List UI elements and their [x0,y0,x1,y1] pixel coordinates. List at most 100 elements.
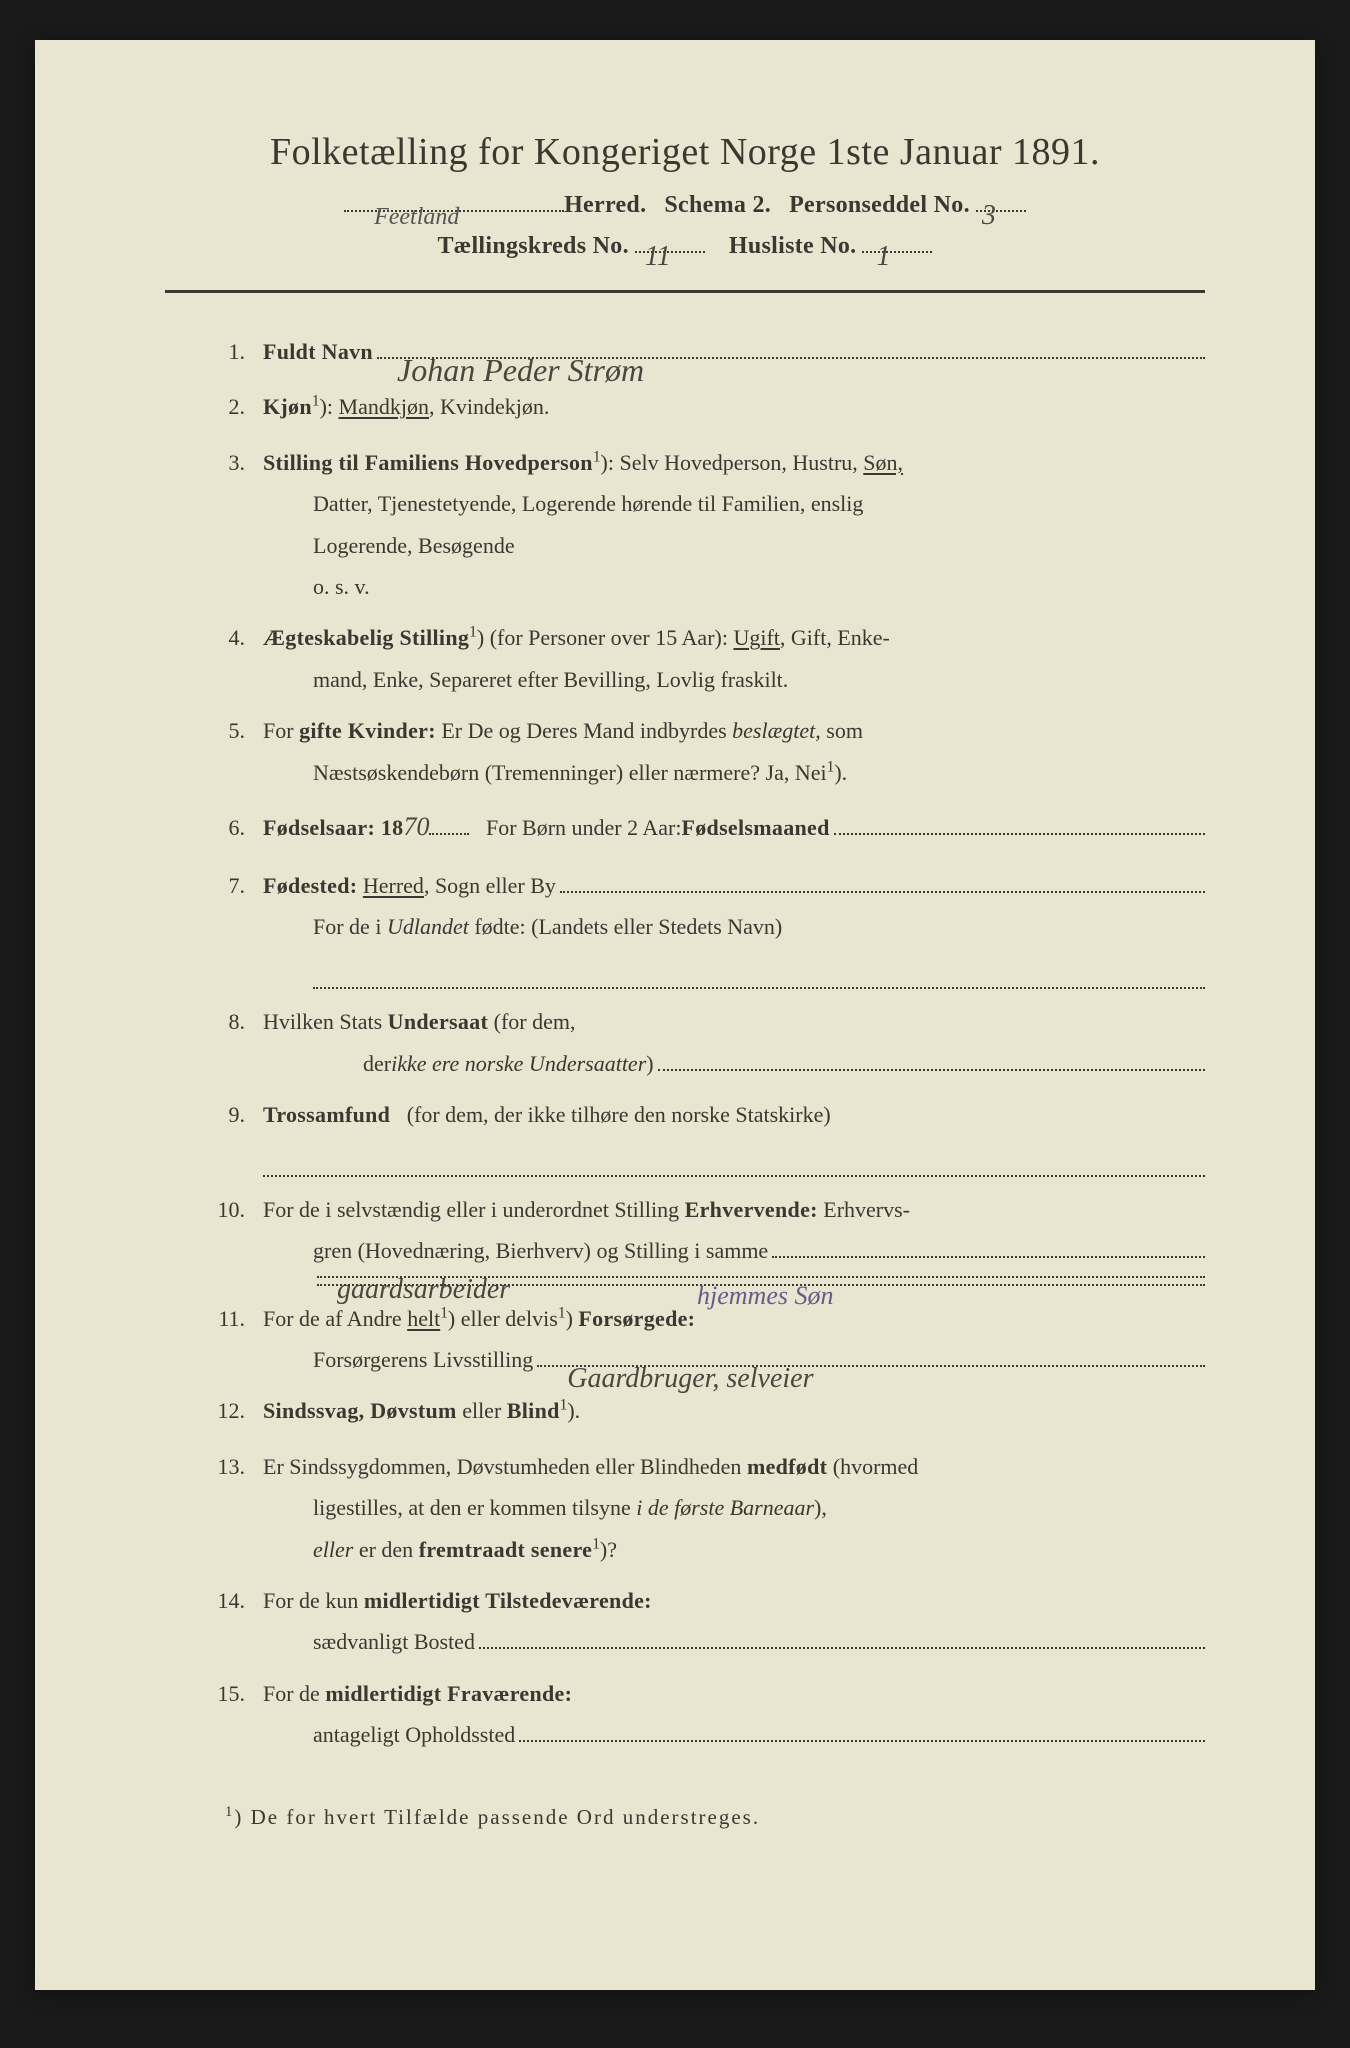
q15-label: midlertidigt Fraværende: [325,1681,572,1706]
q10-num: 10. [195,1191,263,1228]
q5-line1b: Er De og Deres Mand indbyrdes [436,718,732,743]
q8-line1: Hvilken Stats [263,1009,388,1034]
header-line-1: Feetland Herred. Schema 2. Personseddel … [165,192,1205,219]
q7-line3-dots [195,952,1205,989]
taellingskreds-no: 11 [645,241,671,273]
footnote-sup: 1 [225,1804,234,1820]
q9-row: 9. Trossamfund (for dem, der ikke tilhør… [195,1096,1205,1133]
herred-handwritten: Feetland [374,204,459,231]
q13-line2a: ligestilles, at den er kommen tilsyne [313,1495,636,1520]
q4-row: 4. Ægteskabelig Stilling1) (for Personer… [195,619,1205,656]
q3-num: 3. [195,444,263,481]
q8-row: 8. Hvilken Stats Undersaat (for dem, [195,1003,1205,1040]
q5-line1a: For [263,718,299,743]
q4-sup: 1 [469,624,477,641]
q1-num: 1. [195,333,263,370]
q2-underlined: Mandkjøn [339,394,429,419]
q15-row: 15. For de midlertidigt Fraværende: [195,1675,1205,1712]
q6-label: Fødselsaar: 18 [263,809,403,846]
taellingskreds-label: Tællingskreds No. [438,233,629,259]
q15-line2-wrap: antageligt Opholdssted [195,1716,1205,1753]
q10-line1b: Erhvervs- [818,1197,910,1222]
q7-rest: , Sogn eller By [424,867,556,904]
q10-line1a: For de i selvstændig eller i underordnet… [263,1197,685,1222]
q7-italic: Udlandet [387,914,469,939]
footnote: 1) De for hvert Tilfælde passende Ord un… [165,1804,1205,1830]
q7-num: 7. [195,867,263,904]
q11-line2-wrap: Forsørgerens Livsstilling Gaardbruger, s… [195,1341,1205,1378]
personseddel-label: Personseddel No. [789,192,970,218]
q14-num: 14. [195,1582,263,1619]
q5-line2b: ). [834,760,847,785]
header-line-2: Tællingskreds No. 11 Husliste No. 1 [165,233,1205,260]
q13-line3-wrap: eller er den fremtraadt senere1)? [195,1531,1205,1568]
q2-label: Kjøn [263,394,312,419]
q10-line2: gren (Hovednæring, Bierhverv) og Stillin… [313,1232,768,1269]
q14-line2: sædvanligt Bosted [313,1623,475,1660]
q12-label: Sindssvag, Døvstum [263,1398,457,1423]
q6-rest1: For Børn under 2 Aar: [486,809,682,846]
q15-line2: antageligt Opholdssted [313,1716,515,1753]
q10-value2: hjemmes Søn [697,1274,833,1318]
q9-rest: (for dem, der ikke tilhøre den norske St… [407,1102,831,1127]
q11-line1c: ) [566,1306,579,1331]
q8-italic: ikke ere norske Undersaatter [391,1045,646,1082]
q5-row: 5. For gifte Kvinder: Er De og Deres Man… [195,712,1205,749]
q2-rest: , Kvindekjøn. [429,394,549,419]
q4-num: 4. [195,619,263,656]
q8-num: 8. [195,1003,263,1040]
q3-underlined: Søn, [863,450,903,475]
q8-line2: der [363,1045,391,1082]
census-form-page: Folketælling for Kongeriget Norge 1ste J… [35,40,1315,1990]
q12-label2: Blind [507,1398,560,1423]
q7-line2a: For de i [313,914,387,939]
q12-rest: eller [457,1398,507,1423]
q13-line3a: eller [313,1537,353,1562]
q13-sup: 1 [592,1535,600,1552]
personseddel-no: 3 [982,200,996,232]
q13-italic1: i de første Barneaar [636,1495,814,1520]
q5-italic: beslægtet, [732,718,821,743]
q5-num: 5. [195,712,263,749]
q6-label2: Fødselsmaaned [682,809,830,846]
q7-underlined: Herred [363,867,424,904]
q6-value: 70 [403,805,429,849]
q3-sup: 1 [593,448,601,465]
q7-row: 7. Fødested: Herred, Sogn eller By [195,867,1205,904]
q13-line1a: Er Sindssygdommen, Døvstumheden eller Bl… [263,1454,747,1479]
husliste-no: 1 [876,241,890,273]
footnote-text: ) De for hvert Tilfælde passende Ord und… [234,1805,760,1829]
q3-line1a: ): Selv Hovedperson, Hustru, [601,450,864,475]
divider [165,290,1205,293]
q15-line1: For de [263,1681,325,1706]
q10-row: 10. For de i selvstændig eller i underor… [195,1191,1205,1228]
q8-label: Undersaat [388,1009,488,1034]
q5-line2-wrap: Næstsøskendebørn (Tremenninger) eller næ… [195,754,1205,791]
q6-row: 6. Fødselsaar: 1870 For Børn under 2 Aar… [195,805,1205,849]
q10-value2-wrap: hjemmes Søn [195,1284,1205,1286]
q3-line3: Logerende, Besøgende [195,527,1205,564]
q1-label: Fuldt Navn [263,333,373,370]
q8-line2-wrap: der ikke ere norske Undersaatter) [195,1045,1205,1082]
q13-line3c: )? [600,1537,617,1562]
q13-line3b: er den [353,1537,418,1562]
q14-line1: For de kun [263,1588,364,1613]
q3-row: 3. Stilling til Familiens Hovedperson1):… [195,444,1205,481]
q6-num: 6. [195,809,263,846]
q3-line2: Datter, Tjenestetyende, Logerende hørend… [195,485,1205,522]
schema-label: Schema 2. [664,192,771,218]
q4-label: Ægteskabelig Stilling [263,625,469,650]
q1-value: Johan Peder Strøm [397,343,644,397]
q10-value1: gaardsarbeider [337,1266,510,1314]
husliste-label: Husliste No. [729,233,857,259]
q4-line2: mand, Enke, Separeret efter Bevilling, L… [195,661,1205,698]
q5-label1: gifte Kvinder: [299,718,436,743]
q5-line2: Næstsøskendebørn (Tremenninger) eller næ… [313,760,827,785]
q2-row: 2. Kjøn1): Mandkjøn, Kvindekjøn. [195,388,1205,425]
page-title: Folketælling for Kongeriget Norge 1ste J… [165,130,1205,174]
q14-label: midlertidigt Tilstedeværende: [364,1588,652,1613]
q11-value: Gaardbruger, selveier [567,1355,813,1403]
q9-num: 9. [195,1096,263,1133]
q2-num: 2. [195,388,263,425]
q7-line2-wrap: For de i Udlandet fødte: (Landets eller … [195,908,1205,945]
